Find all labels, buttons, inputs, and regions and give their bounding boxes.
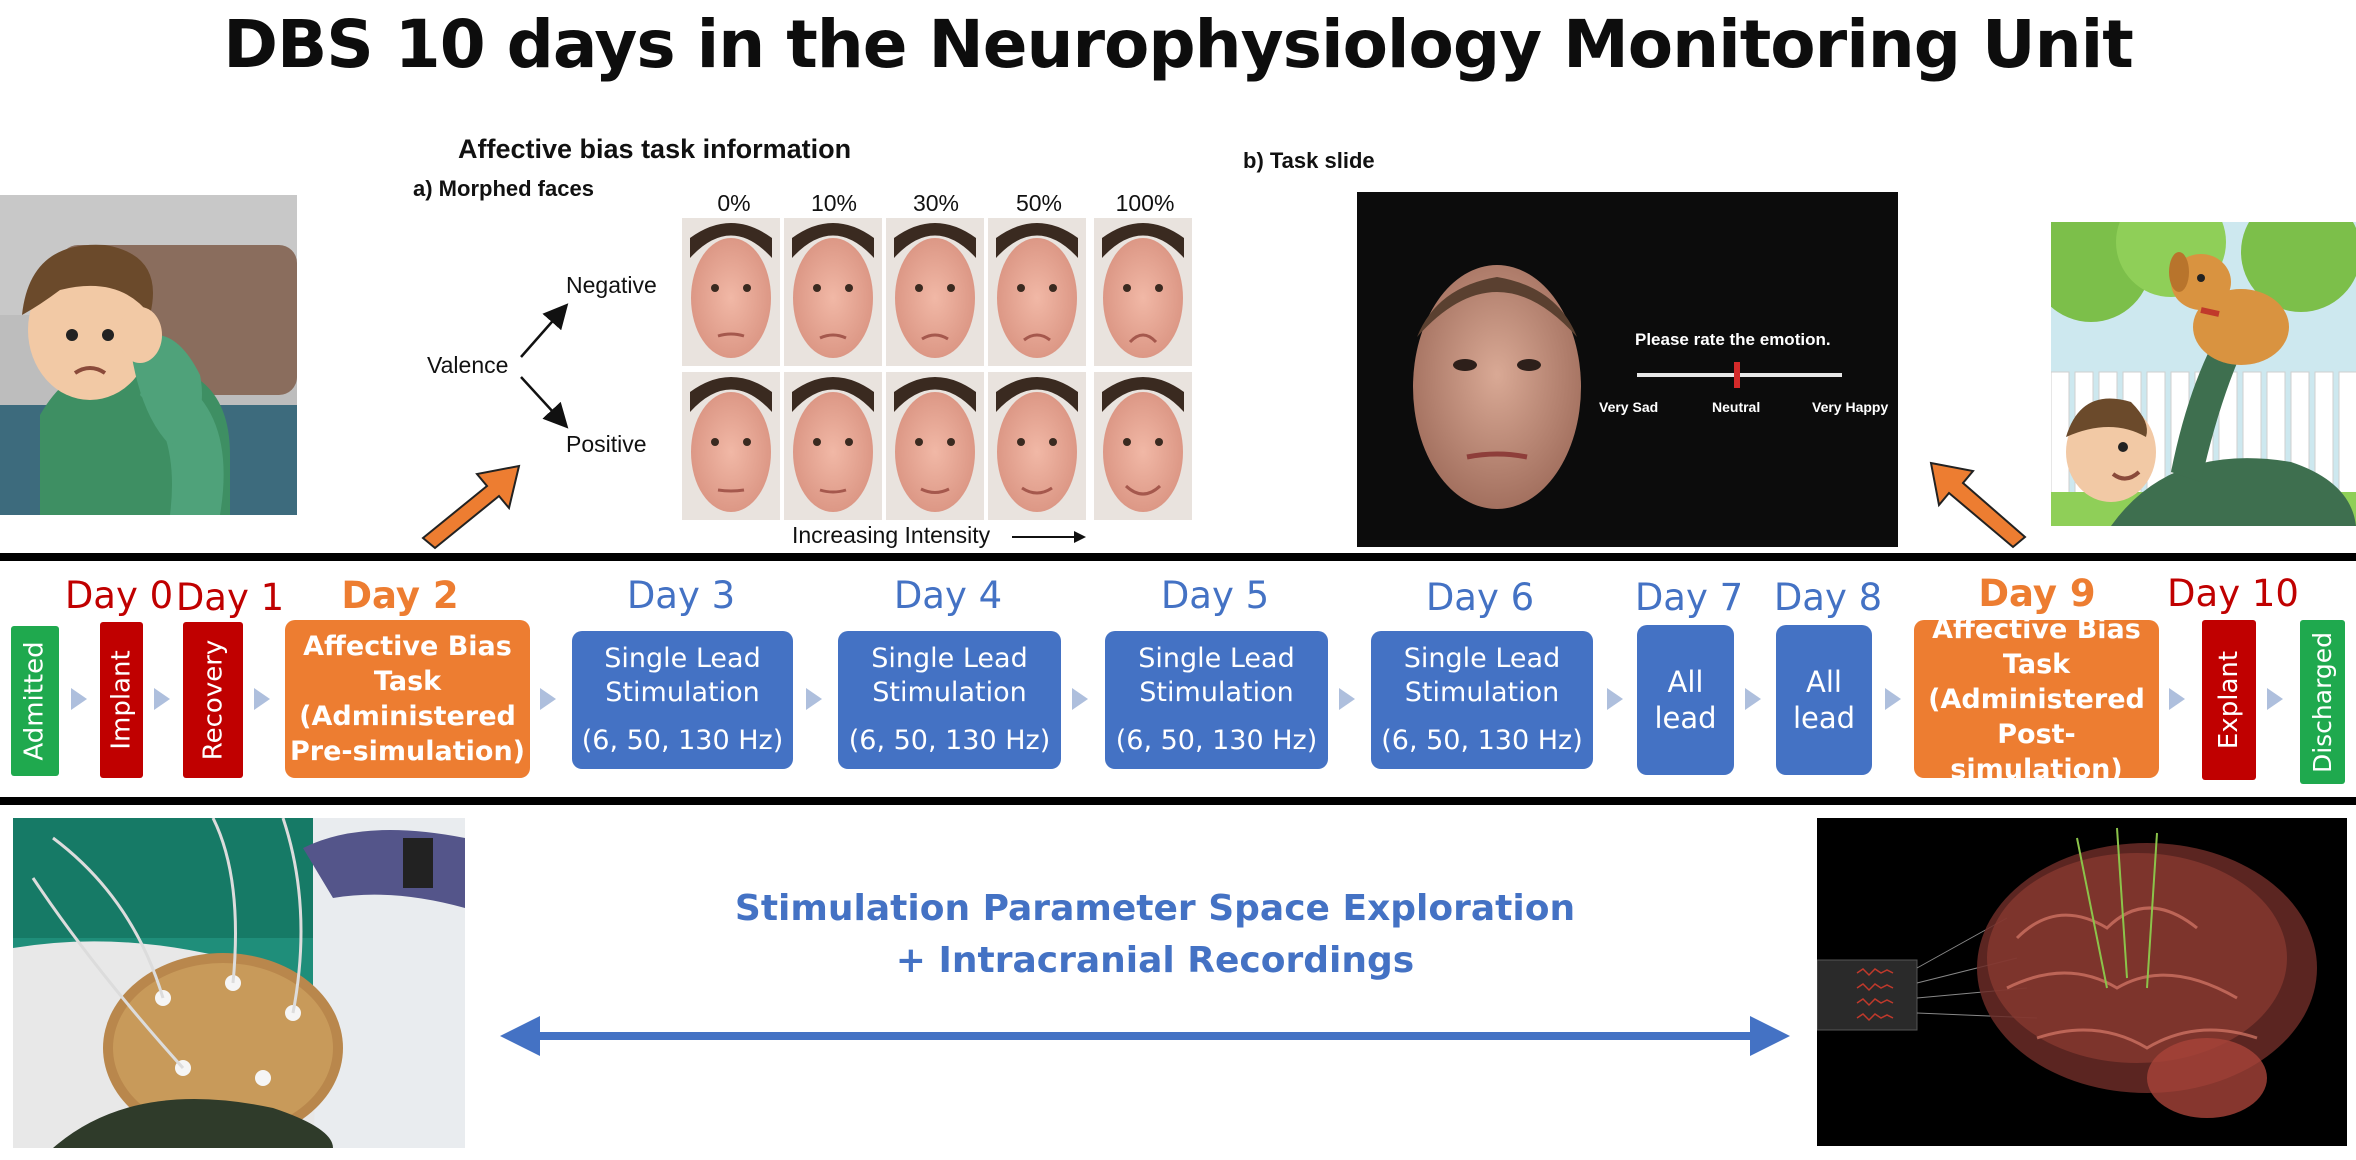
chevron-icon bbox=[1072, 688, 1088, 710]
step-affective-bias-post: Affective Bias Task (Administered Post-s… bbox=[1914, 614, 2159, 785]
positive-label: Positive bbox=[566, 431, 647, 457]
chevron-icon bbox=[1339, 688, 1355, 710]
step-affective-bias-pre: Affective Bias Task (Administered Pre-si… bbox=[285, 620, 530, 778]
morphed-faces-grid bbox=[682, 218, 1198, 520]
task-slide-face bbox=[1413, 265, 1581, 509]
day-2-label: Day 2 bbox=[341, 574, 459, 617]
valence-label: Valence bbox=[427, 352, 509, 378]
day-1-label: Day 1 bbox=[175, 576, 285, 619]
sad-person-illustration bbox=[0, 195, 297, 515]
task-slide-prompt: Please rate the emotion. bbox=[1635, 330, 1831, 349]
chevron-icon bbox=[2267, 688, 2283, 710]
step-all-lead-day8: All lead bbox=[1776, 625, 1872, 775]
step-single-lead-day4: Single Lead Stimulation (6, 50, 130 Hz) bbox=[838, 631, 1061, 769]
task-info-heading: Affective bias task information bbox=[458, 134, 852, 164]
task-slide-panel: Please rate the emotion. Very Sad Neutra… bbox=[1357, 192, 1898, 547]
scale-label-very-happy: Very Happy bbox=[1812, 399, 1889, 415]
valence-arrows bbox=[520, 303, 569, 429]
brain-recording-illustration bbox=[1817, 818, 2347, 1146]
chevron-icon bbox=[1745, 688, 1761, 710]
exploration-caption: Stimulation Parameter Space Exploration … bbox=[620, 883, 1690, 987]
timeline-top-rule bbox=[0, 553, 2356, 561]
exploration-line-1: Stimulation Parameter Space Exploration bbox=[734, 888, 1576, 929]
scale-label-neutral: Neutral bbox=[1712, 399, 1761, 415]
percent-label-50: 50% bbox=[1015, 190, 1063, 216]
increasing-intensity-label: Increasing Intensity bbox=[792, 522, 991, 548]
day-4-label: Day 4 bbox=[893, 574, 1003, 617]
step-explant: Explant bbox=[2202, 620, 2256, 780]
step-recovery: Recovery bbox=[183, 622, 243, 778]
step-discharged: Discharged bbox=[2300, 620, 2345, 784]
day-8-label: Day 8 bbox=[1773, 576, 1883, 619]
chevron-icon bbox=[254, 688, 270, 710]
day-9-label: Day 9 bbox=[1978, 572, 2096, 615]
orange-arrow-left bbox=[421, 464, 521, 550]
scale-label-very-sad: Very Sad bbox=[1599, 399, 1659, 415]
chevron-icon bbox=[2169, 688, 2185, 710]
step-admitted: Admitted bbox=[11, 626, 59, 776]
percent-label-30: 30% bbox=[912, 190, 960, 216]
chevron-icon bbox=[154, 688, 170, 710]
exploration-line-2: + Intracranial Recordings bbox=[895, 940, 1415, 981]
step-single-lead-day5: Single Lead Stimulation (6, 50, 130 Hz) bbox=[1105, 631, 1328, 769]
double-headed-arrow bbox=[500, 1016, 1790, 1056]
day-7-label: Day 7 bbox=[1634, 576, 1744, 619]
intensity-arrow bbox=[1012, 531, 1086, 543]
chevron-icon bbox=[540, 688, 556, 710]
rating-scale-marker[interactable] bbox=[1734, 362, 1740, 388]
patient-photo bbox=[13, 818, 465, 1148]
negative-label: Negative bbox=[566, 272, 657, 298]
happy-person-dog-illustration bbox=[2031, 187, 2356, 527]
step-single-lead-day3: Single Lead Stimulation (6, 50, 130 Hz) bbox=[572, 631, 793, 769]
chevron-icon bbox=[1885, 688, 1901, 710]
percent-label-10: 10% bbox=[810, 190, 858, 216]
page-title: DBS 10 days in the Neurophysiology Monit… bbox=[223, 6, 2134, 83]
percent-label-0: 0% bbox=[717, 190, 751, 216]
day-5-label: Day 5 bbox=[1160, 574, 1270, 617]
step-single-lead-day6: Single Lead Stimulation (6, 50, 130 Hz) bbox=[1371, 631, 1593, 769]
step-all-lead-day7: All lead bbox=[1637, 625, 1734, 775]
panel-b-label: b) Task slide bbox=[1243, 148, 1375, 173]
day-3-label: Day 3 bbox=[626, 574, 736, 617]
panel-a-label: a) Morphed faces bbox=[413, 176, 594, 201]
chevron-icon bbox=[806, 688, 822, 710]
chevron-icon bbox=[71, 688, 87, 710]
chevron-icon bbox=[1607, 688, 1623, 710]
timeline-bottom-rule bbox=[0, 797, 2356, 805]
day-10-label: Day 10 bbox=[2167, 572, 2299, 615]
orange-arrow-right bbox=[1929, 461, 2027, 549]
day-6-label: Day 6 bbox=[1425, 576, 1535, 619]
step-implant: Implant bbox=[100, 622, 143, 778]
day-0-label: Day 0 bbox=[64, 574, 174, 617]
percent-label-100: 100% bbox=[1115, 190, 1175, 216]
